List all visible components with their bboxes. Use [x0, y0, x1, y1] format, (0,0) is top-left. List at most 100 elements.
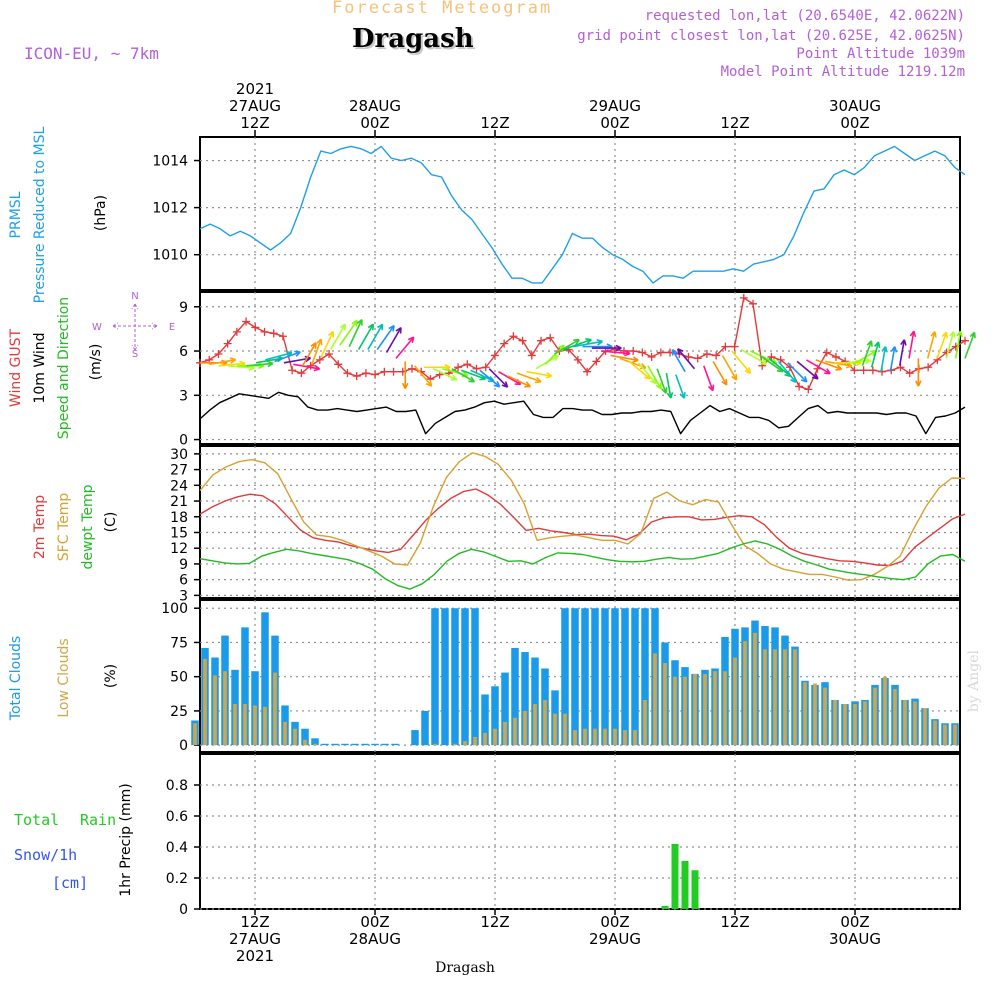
total-cloud-bar	[361, 743, 369, 746]
total-cloud-bar	[491, 686, 499, 746]
y-tick-label: 0	[179, 738, 188, 754]
gust-marker	[573, 355, 582, 364]
wind-arrow-head	[294, 350, 301, 357]
wind-arrow-head	[310, 342, 317, 349]
gust-marker	[518, 336, 527, 345]
y-tick-label: 25	[170, 704, 188, 720]
low-cloud-bar	[263, 706, 267, 746]
location-name: Dragash	[352, 24, 474, 54]
low-cloud-bar	[703, 673, 707, 746]
wind-arrow-shaft	[647, 365, 662, 390]
total-cloud-bar	[461, 608, 469, 746]
wind-arrow-shaft	[526, 370, 552, 377]
total-cloud-bar	[341, 743, 349, 746]
pressure-ylabel-1: PRMSL	[8, 191, 24, 238]
pressure-unit: (hPa)	[93, 195, 109, 231]
low-cloud-bar	[573, 730, 577, 746]
total-cloud-bar	[621, 608, 629, 746]
wind-arrow-head	[401, 382, 409, 389]
wind-arrow-head	[661, 387, 668, 394]
wind-arrow-shaft	[376, 325, 395, 351]
wind-arrow-shaft	[265, 351, 293, 361]
gust-marker	[380, 367, 389, 376]
low-cloud-bar	[733, 657, 737, 746]
gust-marker	[490, 351, 499, 360]
panel-frame-3	[199, 445, 961, 599]
low-cloud-bar	[783, 649, 787, 746]
wind-arrow-shaft	[945, 331, 955, 359]
top-time-label: 12Z	[720, 114, 749, 132]
low-cloud-bar	[923, 708, 927, 746]
total-cloud-bar	[521, 652, 529, 746]
gust-marker	[629, 347, 638, 356]
low-cloud-bar	[843, 704, 847, 746]
wind-arrow-head	[407, 336, 415, 344]
wind-arrow-shaft	[460, 369, 486, 380]
wind-arrow-head	[327, 330, 334, 338]
top-time-label: 00Z	[840, 114, 869, 132]
gust-marker	[334, 360, 343, 369]
y-tick-label: 21	[170, 494, 188, 510]
total-cloud-bar	[581, 608, 589, 746]
wind-arrow-shaft	[777, 360, 797, 383]
y-tick-label: 27	[170, 463, 188, 479]
wind-arrow-shaft	[246, 362, 274, 367]
low-cloud-bar	[793, 649, 797, 746]
wind-arrow-head	[790, 376, 797, 383]
gust-marker	[325, 349, 334, 358]
low-cloud-bar	[683, 676, 687, 746]
gust-marker	[656, 348, 665, 357]
y-tick-label: 0	[179, 902, 188, 918]
rain-bar	[661, 905, 669, 909]
gust-marker	[537, 336, 546, 345]
low-cloud-bar	[613, 728, 617, 746]
total-cloud-bar	[531, 657, 539, 746]
wind-arrow-head	[676, 348, 684, 355]
wind-arrow-shaft	[274, 351, 301, 363]
temp-ylabel-2: SFC Temp	[56, 493, 72, 562]
gust-marker	[583, 367, 592, 376]
wind-arrow-shaft	[255, 357, 283, 364]
wind-arrow-shaft	[367, 323, 384, 350]
low-cloud-bar	[433, 743, 437, 746]
top-time-label: 29AUG	[589, 97, 641, 115]
gust-marker	[831, 352, 840, 361]
gust-marker	[749, 299, 758, 308]
gust-marker	[795, 382, 804, 391]
low-cloud-bar	[493, 728, 497, 746]
y-tick-label: 0.4	[166, 840, 188, 856]
wind-arrow-head	[316, 338, 323, 346]
temp-ylabel-1: 2m Temp	[32, 495, 48, 559]
low-cloud-bar	[953, 724, 957, 746]
wind-arrow-shaft	[573, 340, 603, 348]
bottom-time-label: 29AUG	[589, 930, 641, 948]
model-point-altitude: Model Point Altitude 1219.12m	[720, 64, 965, 80]
rain-bar	[671, 843, 679, 909]
gust-marker	[352, 372, 361, 381]
wind-dir-ylabel-1: Speed and Direction	[56, 297, 72, 439]
low-cloud-bar	[523, 710, 527, 746]
wind10m-ylabel-1: 10m Wind	[32, 332, 48, 403]
wind-arrow-head	[524, 381, 531, 388]
total-cloud-bar	[641, 608, 649, 746]
temp-line-3	[199, 540, 966, 590]
low-cloud-bar	[603, 728, 607, 746]
wind-arrow-shaft	[432, 368, 458, 381]
wind-arrow-head	[890, 346, 898, 353]
y-tick-label: 0	[179, 433, 188, 449]
low-cloud-bar	[513, 717, 517, 746]
wind-arrow-head	[800, 375, 808, 383]
wind-arrow-shaft	[479, 369, 501, 388]
wind-arrow-head	[596, 339, 603, 346]
y-tick-label: 12	[170, 541, 188, 557]
gust-marker	[721, 342, 730, 351]
compass-east: E	[169, 322, 175, 333]
low-cloud-bar	[253, 705, 257, 746]
wind-arrow-head	[351, 319, 358, 327]
wind-arrow-shaft	[348, 319, 363, 347]
wind-arrow-shaft	[926, 331, 936, 359]
grid-point-coords: grid point closest lon,lat (20.625E, 42.…	[577, 28, 965, 44]
gust-marker	[260, 327, 269, 336]
wind-arrow-shaft	[610, 354, 639, 362]
gust-marker	[822, 348, 831, 357]
